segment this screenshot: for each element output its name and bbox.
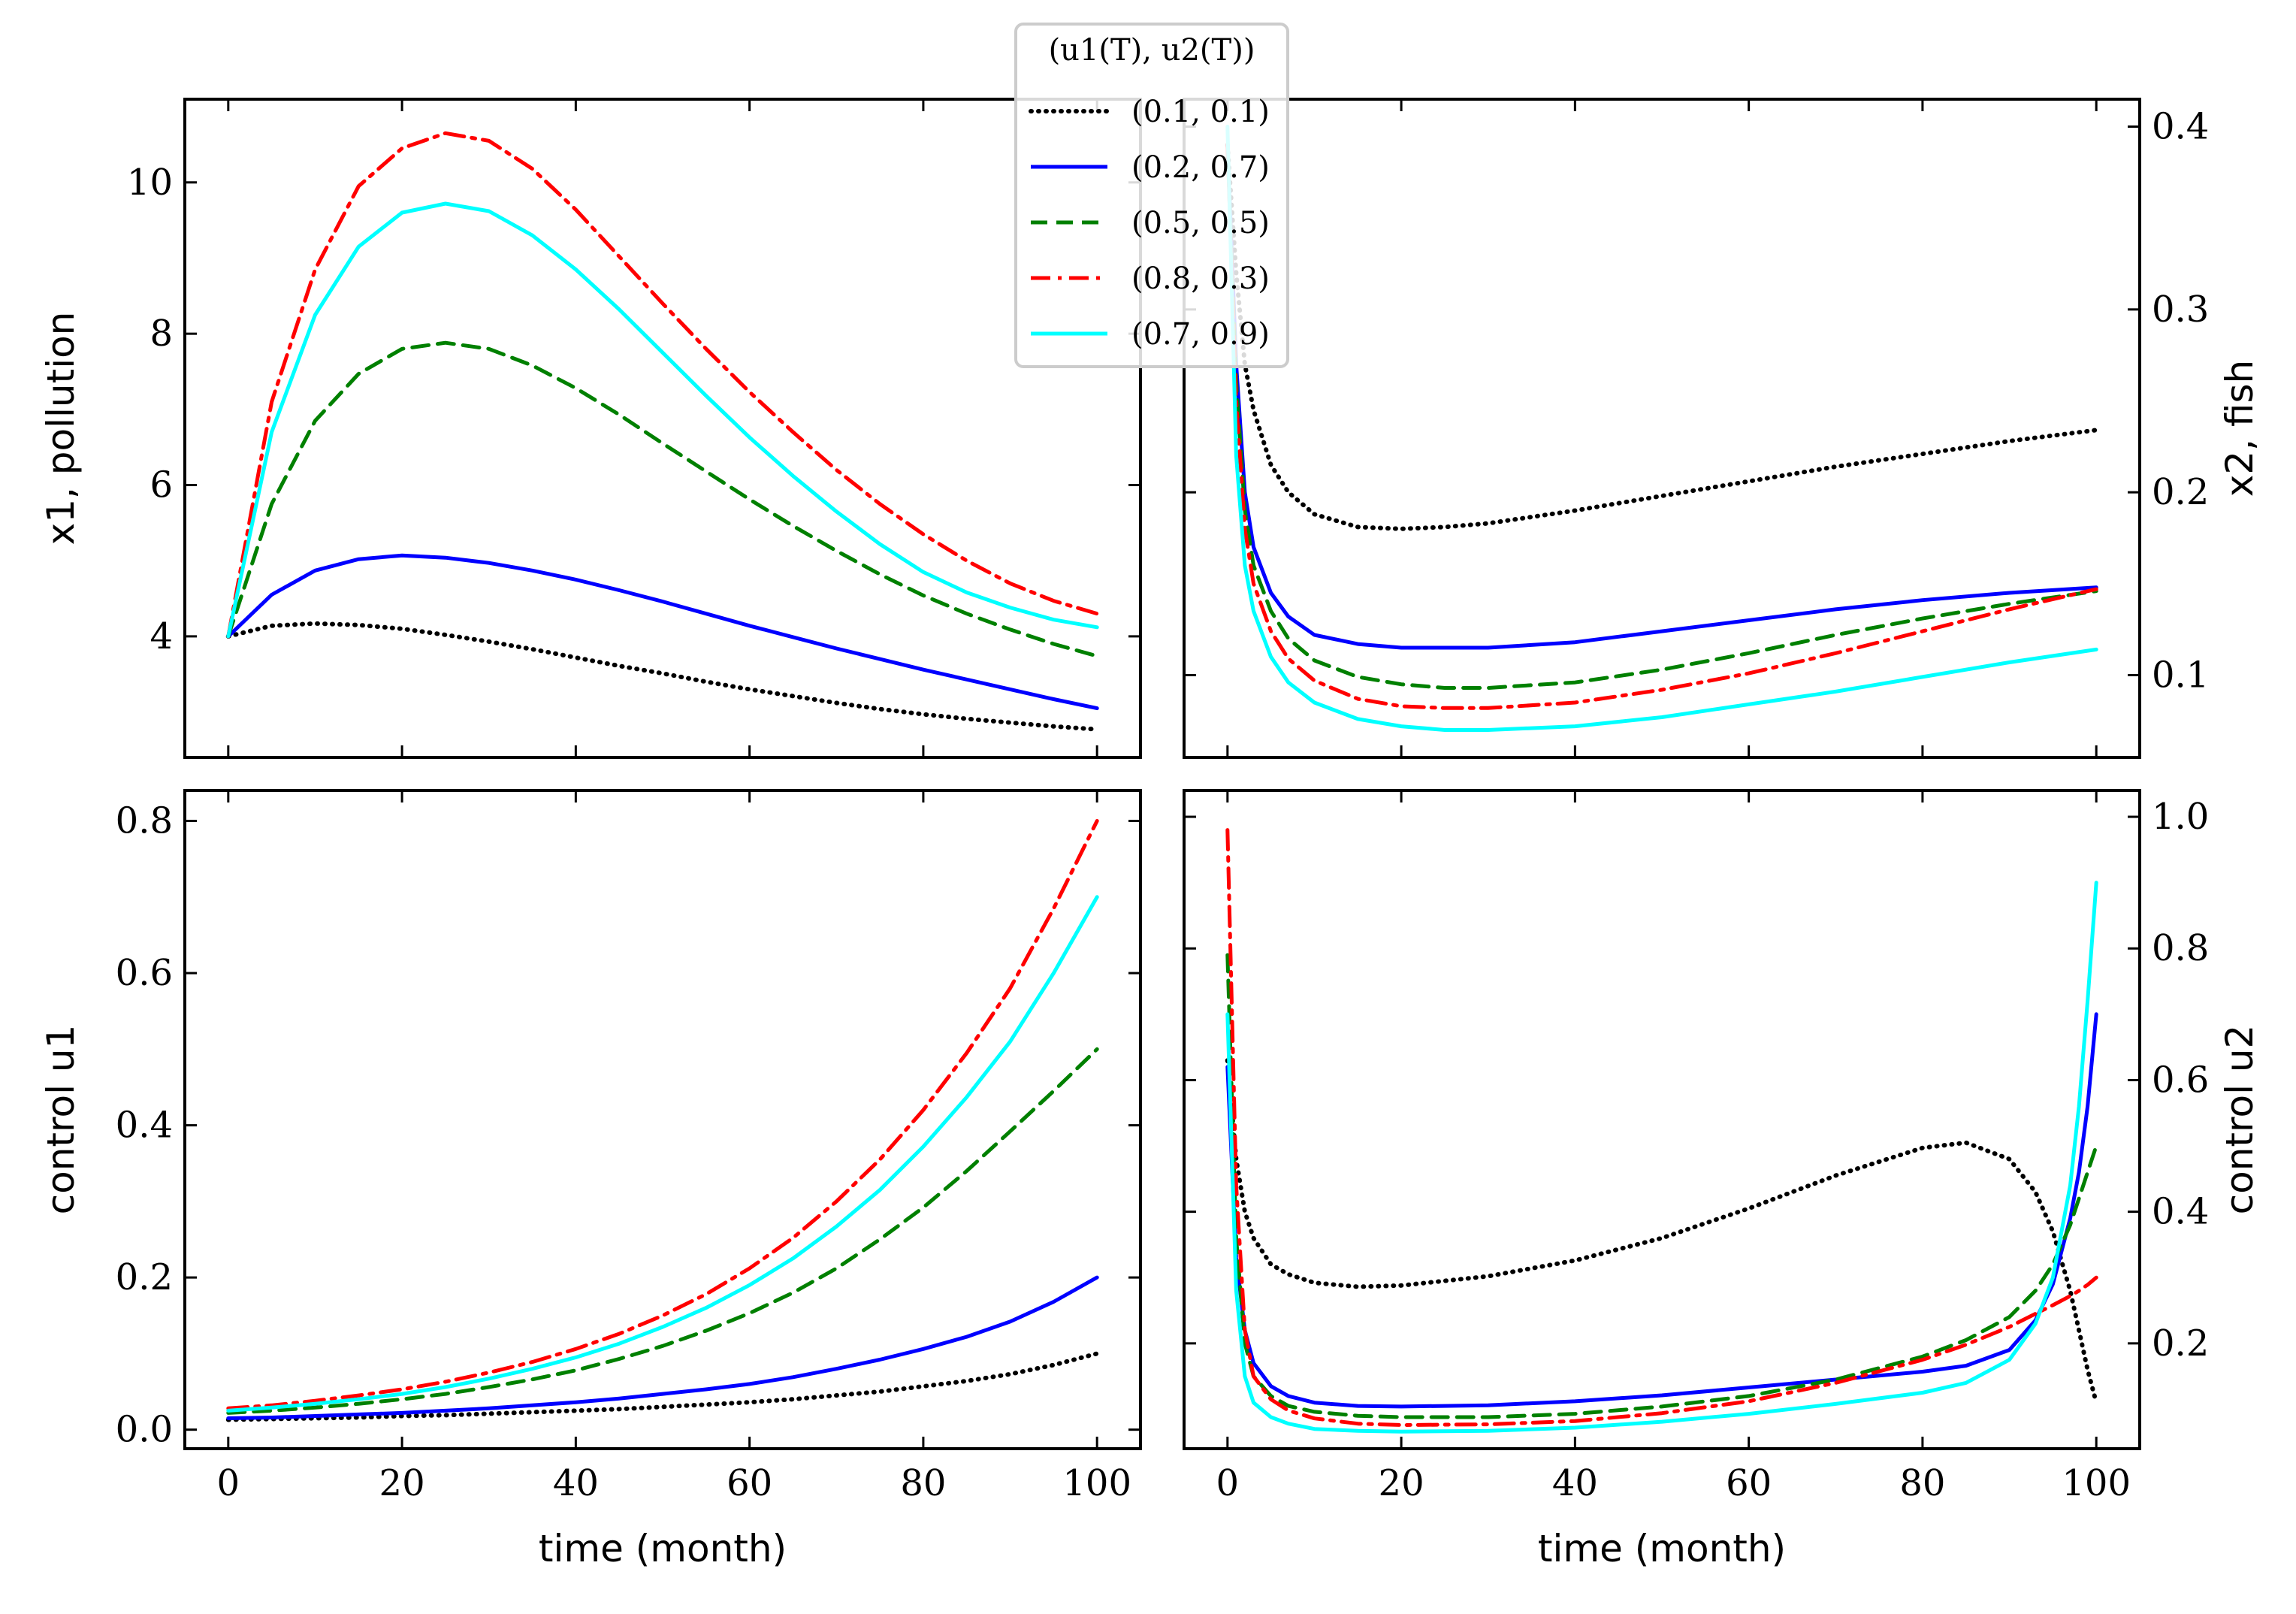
panel-control_u1: 0 20 40 60 80 100 0.0 0.2 0.4 0.6 0.8 time (month) c…	[39, 789, 1142, 1570]
legend: (u1(T), u2(T)) (0.1, 0.1) (0.2, 0.7) (0.5,…	[1014, 23, 1289, 368]
series-group	[1225, 828, 2099, 1434]
series-line-4	[1225, 143, 2098, 710]
series-line-2	[1225, 1012, 2098, 1409]
panel-pollution: 4 6 8 10 x1, pollution	[39, 98, 1142, 759]
series-group	[225, 819, 1100, 1422]
legend-entries: (0.1, 0.1) (0.2, 0.7) (0.5, 0.5) (0.8, 0.3)…	[1029, 95, 1270, 352]
x-tick-label: 60	[727, 1462, 772, 1504]
x-tick-label: 100	[2062, 1462, 2131, 1504]
series-line-5	[226, 201, 1099, 639]
legend-label: (0.5, 0.5)	[1131, 206, 1270, 240]
legend-entry-2: (0.2, 0.7)	[1031, 150, 1270, 185]
legend-label: (0.1, 0.1)	[1131, 95, 1270, 129]
x-tick-label: 80	[1899, 1462, 1945, 1504]
y-axis-label: x1, pollution	[39, 312, 83, 546]
series-group	[225, 131, 1100, 732]
series-line-1	[1225, 142, 2099, 531]
series-group	[1225, 125, 2099, 732]
x-tick-label: 80	[900, 1462, 946, 1504]
series-line-5	[1225, 881, 2098, 1434]
series-line-3	[1225, 143, 2098, 690]
legend-entry-5: (0.7, 0.9)	[1031, 317, 1270, 352]
series-line-3	[1225, 953, 2098, 1419]
x-tick-label: 60	[1726, 1462, 1772, 1504]
legend-label: (0.8, 0.3)	[1131, 261, 1270, 296]
y-tick-label: 0.8	[116, 800, 173, 842]
series-line-1	[1225, 1058, 2099, 1405]
y-tick-label: 8	[150, 313, 173, 355]
y-axis-label: control u2	[2218, 1025, 2261, 1215]
plot-frame	[183, 98, 1142, 759]
series-line-4	[1225, 828, 2098, 1427]
y-tick-label: 0.2	[2152, 471, 2209, 513]
x-tick-label: 100	[1062, 1462, 1131, 1504]
x-tick-label: 40	[553, 1462, 599, 1504]
series-line-4	[226, 131, 1099, 639]
y-tick-label: 0.1	[2152, 654, 2209, 697]
y-axis-label: x2, fish	[2218, 360, 2261, 497]
y-axis-label: control u1	[39, 1025, 83, 1215]
x-tick-label: 0	[1216, 1462, 1240, 1504]
y-tick-label: 0.2	[116, 1256, 173, 1298]
panels: 4 6 8 10 x1, pollution 0.1 0.2 0.3 0.4 x2, fish 0 2…	[39, 98, 2261, 1570]
series-line-2	[1225, 143, 2098, 650]
plot-frame	[183, 789, 1142, 1450]
legend-label: (0.7, 0.9)	[1131, 317, 1270, 352]
series-line-1	[225, 621, 1100, 732]
x-tick-label: 0	[217, 1462, 240, 1504]
y-tick-label: 0.4	[2152, 1191, 2209, 1233]
y-tick-label: 0.4	[116, 1105, 173, 1147]
series-line-2	[226, 553, 1099, 711]
y-tick-label: 0.4	[2152, 106, 2209, 148]
series-line-5	[226, 895, 1099, 1413]
y-tick-label: 0.6	[2152, 1059, 2209, 1101]
plot-frame	[1183, 98, 2141, 759]
x-tick-label: 20	[1379, 1462, 1424, 1504]
series-line-5	[1225, 125, 2098, 732]
legend-title: (u1(T), u2(T))	[1049, 33, 1255, 68]
y-tick-label: 6	[150, 464, 173, 506]
y-tick-label: 0.0	[116, 1409, 173, 1451]
y-tick-label: 0.6	[116, 952, 173, 994]
series-line-3	[226, 1047, 1099, 1415]
x-axis-label: time (month)	[1538, 1527, 1786, 1570]
legend-entry-3: (0.5, 0.5)	[1031, 206, 1270, 240]
legend-box	[1014, 23, 1289, 368]
legend-entry-4: (0.8, 0.3)	[1031, 261, 1270, 296]
panel-control_u2: 0 20 40 60 80 100 0.2 0.4 0.6 0.8 1.0 time (month) c…	[1183, 789, 2261, 1570]
series-line-4	[226, 819, 1099, 1410]
y-tick-label: 10	[127, 162, 173, 204]
y-tick-label: 0.3	[2152, 289, 2209, 331]
panel-fish: 0.1 0.2 0.3 0.4 x2, fish	[1183, 98, 2261, 759]
y-tick-label: 1.0	[2152, 796, 2209, 838]
plot-frame	[1183, 789, 2141, 1450]
series-line-2	[226, 1275, 1099, 1420]
x-tick-label: 40	[1552, 1462, 1598, 1504]
x-tick-label: 20	[379, 1462, 425, 1504]
legend-label: (0.2, 0.7)	[1131, 150, 1270, 185]
series-line-3	[226, 340, 1099, 658]
y-tick-label: 4	[150, 615, 173, 657]
y-tick-label: 0.2	[2152, 1322, 2209, 1365]
series-line-1	[225, 1351, 1100, 1422]
x-axis-label: time (month)	[539, 1527, 787, 1570]
y-tick-label: 0.8	[2152, 927, 2209, 969]
legend-entry-1: (0.1, 0.1)	[1029, 95, 1270, 129]
